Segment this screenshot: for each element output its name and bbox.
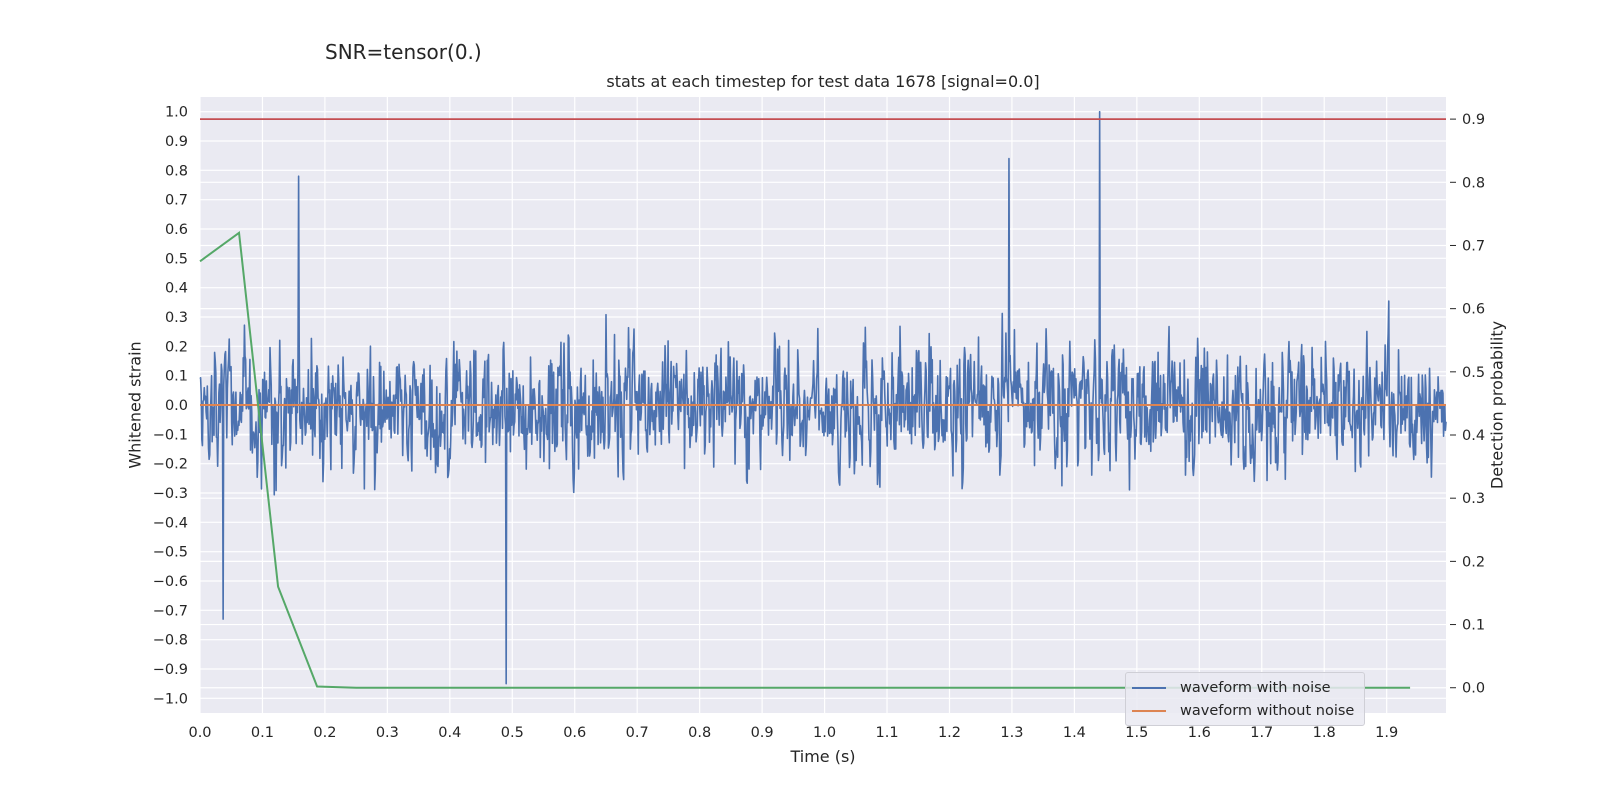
y-tick-label: −0.4 [153,515,188,531]
y-tick-label: −0.8 [153,633,188,649]
x-tick-label: 1.3 [1000,725,1023,741]
chart-title: stats at each timestep for test data 167… [606,72,1040,91]
series-detection-probability [199,231,1411,689]
y2-tick-label: 0.5 [1462,365,1485,381]
x-tick-label: 0.3 [376,725,399,741]
x-tick-label: 1.4 [1063,725,1086,741]
x-tick-label: 0.7 [626,725,649,741]
y2-tick-label: 0.0 [1462,681,1485,697]
x-tick-label: 0.1 [251,725,274,741]
x-tick-label: 0.4 [438,725,461,741]
legend-label-without-noise: waveform without noise [1180,703,1355,719]
legend-item-without-noise: waveform without noise [1132,700,1354,722]
y-tick-label: 0.5 [165,251,188,267]
series-layer [199,110,1447,689]
y2-tick-label: 0.3 [1462,491,1485,507]
y-tick-label: −0.6 [153,574,188,590]
figure-suptitle: SNR=tensor(0.) [325,40,482,64]
x-tick-label: 0.6 [563,725,586,741]
y2-tick-label: 0.6 [1462,302,1485,318]
y-axis-label: Whitened strain [125,341,145,469]
y-tick-label: 0.2 [165,339,188,355]
x-tick-label: 0.8 [688,725,711,741]
y-tick-label: −0.7 [153,603,188,619]
y-tick-label: 0.3 [165,310,188,326]
y-tick-label: 0.0 [165,398,188,414]
x-tick-label: 1.7 [1250,725,1273,741]
x-tick-label: 1.9 [1375,725,1398,741]
y-tick-label: −0.9 [153,662,188,678]
y-axis-ticks: 1.0 0.9 0.8 0.7 0.6 0.5 0.4 0.3 0.2 0.1 0.0 −0.1 −0.… [153,105,188,708]
x-tick-label: 1.8 [1313,725,1336,741]
x-tick-label: 0.2 [313,725,336,741]
legend-swatch-with-noise [1132,687,1166,689]
legend-item-with-noise: waveform with noise [1132,677,1331,699]
x-tick-label: 1.6 [1188,725,1211,741]
x-tick-label: 1.0 [813,725,836,741]
y2-tick-label: 0.2 [1462,554,1485,570]
y2-tick-label: 0.4 [1462,428,1485,444]
y-tick-label: 0.8 [165,163,188,179]
y-tick-label: 1.0 [165,105,188,121]
y2-tick-label: 0.8 [1462,175,1485,191]
y-tick-label: −0.1 [153,427,188,443]
y-tick-label: −0.2 [153,457,188,473]
y-tick-label: 0.9 [165,134,188,150]
y-tick-label: 0.6 [165,222,188,238]
y2-axis-ticks: 0.9 0.8 0.7 0.6 0.5 0.4 0.3 0.2 0.1 0.0 [1450,112,1485,697]
legend-swatch-without-noise [1132,710,1166,712]
x-tick-label: 0.5 [501,725,524,741]
y2-axis-label: Detection probability [1487,320,1507,490]
x-tick-label: 0.9 [751,725,774,741]
x-tick-label: 0.0 [188,725,211,741]
y-tick-label: −0.5 [153,545,188,561]
legend-label-with-noise: waveform with noise [1180,680,1331,696]
y-tick-label: 0.4 [165,281,188,297]
y-tick-label: 0.1 [165,369,188,385]
series-waveform-with-noise [199,110,1447,685]
x-axis-ticks: 0.0 0.1 0.2 0.3 0.4 0.5 0.6 0.7 0.8 0.9 1.0 1.1 1.2 1… [188,725,1398,741]
x-tick-label: 1.1 [875,725,898,741]
x-axis-label: Time (s) [790,747,856,766]
y2-tick-label: 0.7 [1462,238,1485,254]
y-tick-label: 0.7 [165,193,188,209]
x-tick-label: 1.5 [1125,725,1148,741]
y2-tick-label: 0.1 [1462,618,1485,634]
x-tick-label: 1.2 [938,725,961,741]
y-tick-label: −0.3 [153,486,188,502]
legend: waveform with noise waveform without noi… [1125,672,1365,726]
y-tick-label: −1.0 [153,691,188,707]
y2-tick-label: 0.9 [1462,112,1485,128]
